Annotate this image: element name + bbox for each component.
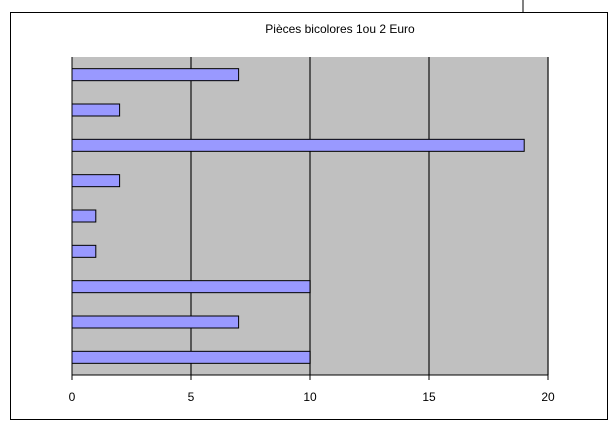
bar xyxy=(71,315,240,329)
bar xyxy=(71,350,311,364)
chart-title: Pièces bicolores 1ou 2 Euro xyxy=(265,22,415,36)
x-tick-label: 0 xyxy=(69,390,76,404)
bar xyxy=(71,103,121,117)
bar xyxy=(71,138,525,152)
bar xyxy=(71,209,97,223)
x-tick-label: 10 xyxy=(303,390,317,404)
bar xyxy=(71,280,311,294)
bar xyxy=(71,244,97,258)
x-tick-label: 20 xyxy=(541,390,555,404)
bar xyxy=(71,68,240,82)
x-tick-label: 5 xyxy=(188,390,195,404)
x-tick-label: 15 xyxy=(422,390,436,404)
bar xyxy=(71,174,121,188)
